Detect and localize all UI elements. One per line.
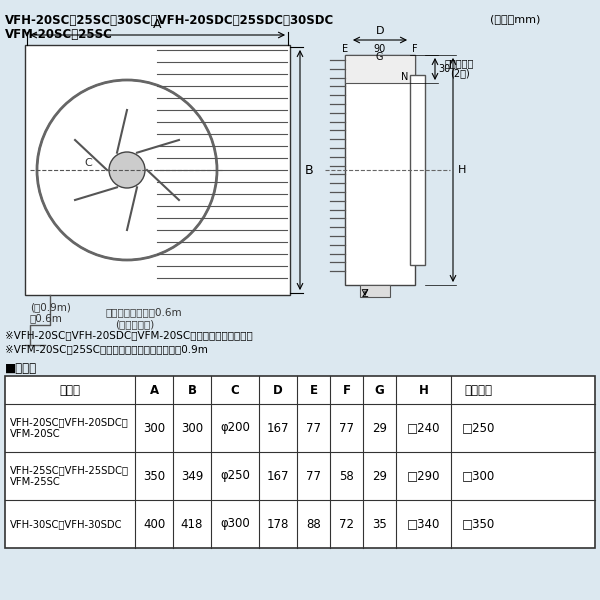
- Text: ■寸法表: ■寸法表: [5, 362, 37, 375]
- Text: 77: 77: [339, 421, 354, 434]
- Text: 418: 418: [181, 517, 203, 530]
- Text: VFH-30SC・VFH-30SDC: VFH-30SC・VFH-30SDC: [10, 519, 122, 529]
- Text: C: C: [230, 383, 239, 397]
- Text: φ200: φ200: [220, 421, 250, 434]
- Text: B: B: [187, 383, 197, 397]
- Text: ※VFH-20SC、VFH-20SDC、VFM-20SCのシャッターは２枚。: ※VFH-20SC、VFH-20SDC、VFM-20SCのシャッターは２枚。: [5, 330, 253, 340]
- Text: 300: 300: [181, 421, 203, 434]
- Text: VFM-20SC・25SC: VFM-20SC・25SC: [5, 28, 113, 41]
- Text: 167: 167: [267, 469, 289, 482]
- Text: H: H: [458, 165, 466, 175]
- Text: 壁込寸法: 壁込寸法: [464, 383, 493, 397]
- Text: (単位：mm): (単位：mm): [490, 14, 541, 24]
- Text: 88: 88: [306, 517, 321, 530]
- Text: 90: 90: [374, 44, 386, 54]
- Text: 絇0.6m: 絇0.6m: [30, 313, 63, 323]
- Text: 29: 29: [372, 421, 387, 434]
- Bar: [345, 55, 415, 285]
- Text: □340: □340: [407, 517, 440, 530]
- Text: G: G: [374, 383, 385, 397]
- Text: 取付ボルト: 取付ボルト: [445, 58, 475, 68]
- Text: VFH-20SC・25SC・30SC、VFH-20SDC・25SDC・30SDC: VFH-20SC・25SC・30SC、VFH-20SDC・25SDC・30SDC: [5, 14, 334, 27]
- Text: φ250: φ250: [220, 469, 250, 482]
- Text: (絇0.9m): (絇0.9m): [30, 302, 71, 312]
- Text: H: H: [419, 383, 428, 397]
- Text: ※VFM-20SC、25SCのプラグコードの機外長は絇0.9m: ※VFM-20SC、25SCのプラグコードの機外長は絇0.9m: [5, 344, 208, 354]
- Text: □250: □250: [462, 421, 495, 434]
- Text: □240: □240: [407, 421, 440, 434]
- Text: 300: 300: [143, 421, 165, 434]
- Text: A: A: [153, 18, 162, 31]
- Text: N: N: [401, 72, 409, 82]
- Text: 30: 30: [438, 64, 450, 74]
- Text: A: A: [149, 383, 158, 397]
- Text: B: B: [305, 163, 314, 176]
- Text: (2本): (2本): [450, 68, 470, 78]
- Bar: [360, 285, 390, 297]
- Text: E: E: [342, 44, 348, 54]
- Text: VFH-20SC・VFH-20SDC・
VFM-20SC: VFH-20SC・VFH-20SDC・ VFM-20SC: [10, 417, 129, 439]
- Bar: [5, 376, 595, 548]
- Text: 400: 400: [143, 517, 165, 530]
- Text: 167: 167: [267, 421, 289, 434]
- Text: 引きひも有効長約0.6m: 引きひも有効長約0.6m: [105, 307, 182, 317]
- Text: (連動式のみ): (連動式のみ): [115, 319, 154, 329]
- Text: 77: 77: [306, 421, 321, 434]
- Text: G: G: [375, 52, 383, 62]
- Text: D: D: [376, 26, 384, 36]
- Text: 29: 29: [372, 469, 387, 482]
- Text: VFH-25SC・VFH-25SDC・
VFM-25SC: VFH-25SC・VFH-25SDC・ VFM-25SC: [10, 465, 129, 487]
- Text: F: F: [412, 44, 418, 54]
- Text: 形　名: 形 名: [59, 383, 80, 397]
- Text: 35: 35: [372, 517, 387, 530]
- Text: 77: 77: [306, 469, 321, 482]
- Bar: [25, 45, 290, 295]
- Text: 350: 350: [143, 469, 165, 482]
- Text: E: E: [310, 383, 317, 397]
- Text: 349: 349: [181, 469, 203, 482]
- Text: Z: Z: [362, 289, 368, 299]
- Circle shape: [109, 152, 145, 188]
- Text: 58: 58: [339, 469, 354, 482]
- Text: □290: □290: [407, 469, 440, 482]
- Text: D: D: [273, 383, 283, 397]
- Text: □300: □300: [462, 469, 495, 482]
- Text: □350: □350: [462, 517, 495, 530]
- Bar: [345, 55, 415, 83]
- Text: φ300: φ300: [220, 517, 250, 530]
- Bar: [410, 75, 425, 265]
- Text: 72: 72: [339, 517, 354, 530]
- Text: 178: 178: [267, 517, 289, 530]
- Text: C: C: [84, 158, 92, 168]
- Circle shape: [37, 80, 217, 260]
- Text: F: F: [343, 383, 350, 397]
